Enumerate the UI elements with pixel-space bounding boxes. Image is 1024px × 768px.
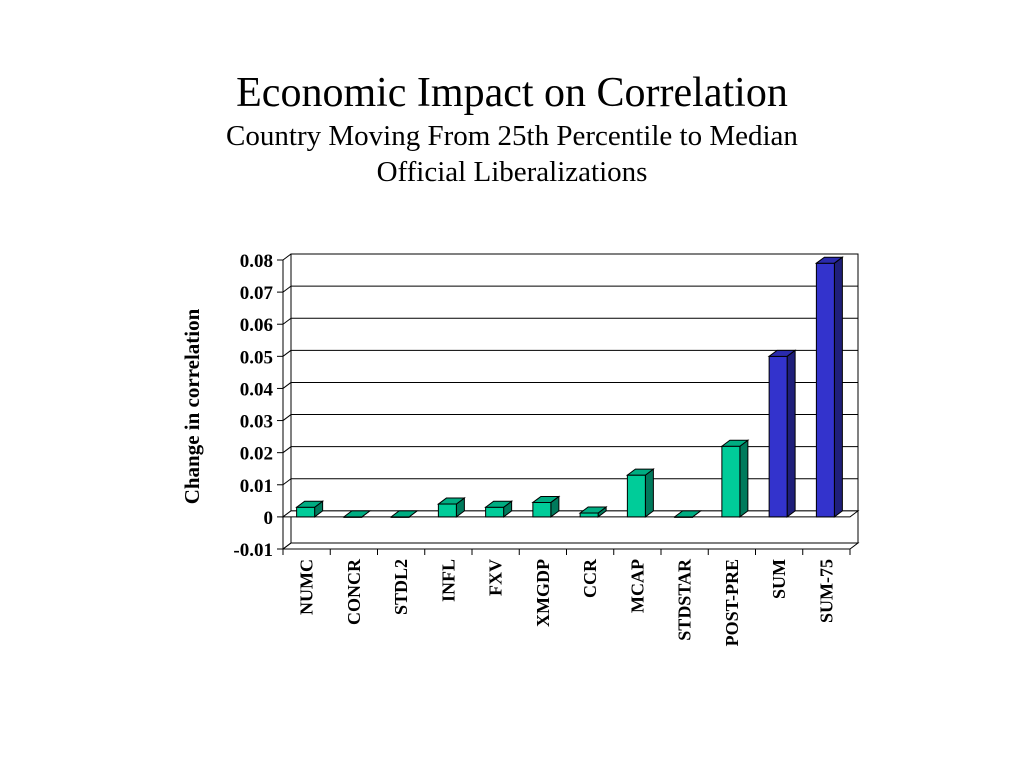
- y-tick-label: 0.02: [240, 444, 273, 465]
- bar-top: [767, 349, 797, 357]
- gridline-side: [282, 542, 292, 550]
- bar-top: [531, 495, 561, 503]
- slide-title: Economic Impact on Correlation: [236, 70, 788, 116]
- gridline-side: [282, 317, 292, 325]
- category-label: CCR: [580, 558, 600, 598]
- bar: [532, 501, 552, 518]
- bar: [485, 506, 505, 518]
- bar: [815, 262, 835, 518]
- gridline-side: [282, 349, 292, 357]
- bar-side: [833, 256, 843, 518]
- bar: [768, 355, 788, 518]
- bar-top: [389, 510, 419, 518]
- gridline-side: [282, 446, 292, 454]
- y-tick-label: 0.03: [240, 412, 273, 433]
- gridline-side: [282, 414, 292, 421]
- bar: [296, 506, 316, 518]
- bar-side: [644, 468, 654, 518]
- category-label: STDSTAR: [675, 558, 695, 641]
- category-label: MCAP: [627, 559, 647, 613]
- bar: [579, 512, 599, 518]
- title-block: Economic Impact on Correlation Country M…: [0, 68, 1024, 190]
- gridline-side: [282, 285, 292, 293]
- y-tick-label: 0.05: [240, 347, 273, 368]
- gridline-side: [282, 382, 292, 389]
- category-label: STDL2: [391, 559, 411, 615]
- bar-top: [673, 510, 703, 518]
- bar-top: [814, 256, 844, 264]
- category-label: XMGDP: [533, 559, 553, 627]
- y-tick-label: 0.08: [240, 251, 273, 272]
- category-label: INFL: [438, 559, 458, 602]
- bar-top: [578, 506, 608, 514]
- gridline-side: [282, 478, 292, 486]
- bar-top: [342, 510, 372, 518]
- bar-side: [739, 439, 749, 518]
- y-axis-title: Change in correlation: [180, 308, 204, 504]
- bar: [626, 474, 646, 518]
- category-label: POST-PRE: [722, 559, 742, 646]
- bar-top: [720, 439, 750, 447]
- slide-subtitle-line1: Country Moving From 25th Percentile to M…: [226, 120, 798, 152]
- y-tick-label: 0.01: [240, 476, 273, 497]
- bar: [721, 445, 741, 518]
- category-label: SUM-75: [816, 559, 836, 623]
- gridline-side: [282, 253, 292, 261]
- slide-subtitle-line2: Official Liberalizations: [376, 156, 648, 188]
- bar-side: [786, 349, 796, 518]
- plot-back-wall: [290, 253, 859, 544]
- bar-top: [295, 500, 325, 508]
- y-tick-label: -0.01: [233, 540, 273, 561]
- category-label: CONCR: [344, 558, 364, 625]
- y-tick-label: 0: [264, 508, 274, 529]
- category-label: NUMC: [297, 559, 317, 615]
- y-tick-label: 0.07: [240, 283, 274, 304]
- category-label: SUM: [769, 559, 789, 599]
- bar-top: [625, 468, 655, 476]
- bar: [437, 503, 457, 518]
- bar-top: [484, 500, 514, 508]
- plot-floor: [281, 542, 860, 550]
- category-label: FXV: [486, 559, 506, 596]
- bar-top: [436, 497, 466, 505]
- y-tick-label: 0.04: [240, 379, 274, 400]
- zero-plane: [281, 510, 860, 518]
- y-tick-label: 0.06: [240, 315, 273, 336]
